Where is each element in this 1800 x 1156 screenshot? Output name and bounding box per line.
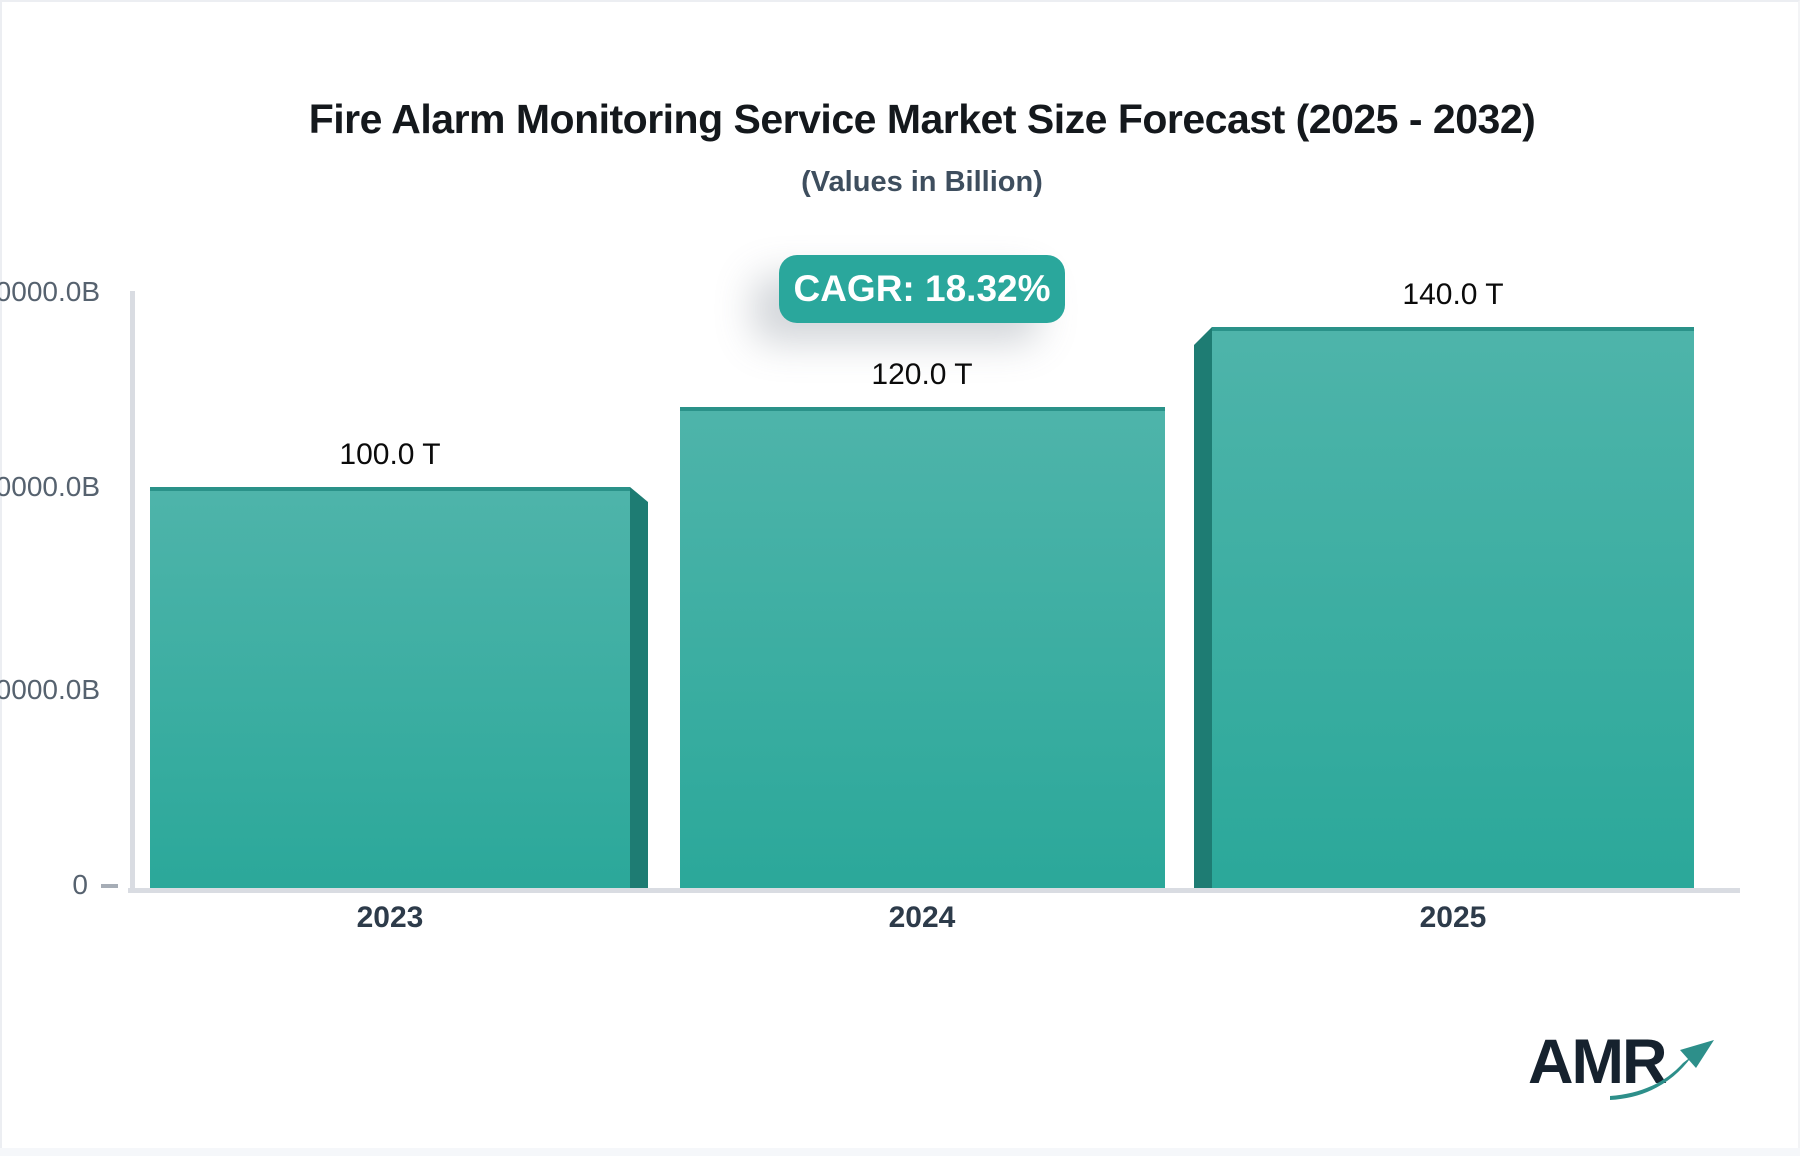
bar-2024	[680, 407, 1165, 888]
bar-value-label-2023: 100.0 T	[339, 438, 441, 471]
bottom-edge-strip	[0, 1148, 1800, 1156]
y-axis-tick-label: 0000.0B	[0, 276, 100, 307]
cagr-badge-label: CAGR: 18.32%	[793, 268, 1051, 309]
bar-2025-3d-side	[1194, 327, 1212, 888]
x-axis-line	[128, 888, 1740, 893]
x-axis-label-2024: 2024	[888, 901, 956, 934]
x-axis-label-2023: 2023	[356, 901, 424, 934]
y-axis-zero-tick	[101, 884, 118, 888]
chart-title: Fire Alarm Monitoring Service Market Siz…	[308, 96, 1536, 142]
y-axis-tick-label: 0000.0B	[0, 674, 100, 705]
bar-2023	[150, 487, 630, 888]
y-axis-tick-label: 0000.0B	[0, 471, 100, 502]
y-axis-tick-label: 0	[72, 869, 88, 900]
cagr-badge: CAGR: 18.32%	[779, 255, 1065, 323]
bar-2025	[1212, 327, 1694, 888]
amr-logo: AMR	[1528, 1026, 1728, 1116]
y-axis-line	[130, 291, 135, 888]
growth-arrow-icon	[1610, 1040, 1714, 1100]
chart-subtitle: (Values in Billion)	[801, 166, 1043, 198]
bar-value-label-2024: 120.0 T	[871, 358, 973, 391]
amr-logo-text: AMR	[1528, 1027, 1667, 1097]
bar-value-label-2025: 140.0 T	[1402, 278, 1504, 311]
x-axis-label-2025: 2025	[1419, 901, 1487, 934]
bar-2023-3d-side	[630, 487, 648, 888]
